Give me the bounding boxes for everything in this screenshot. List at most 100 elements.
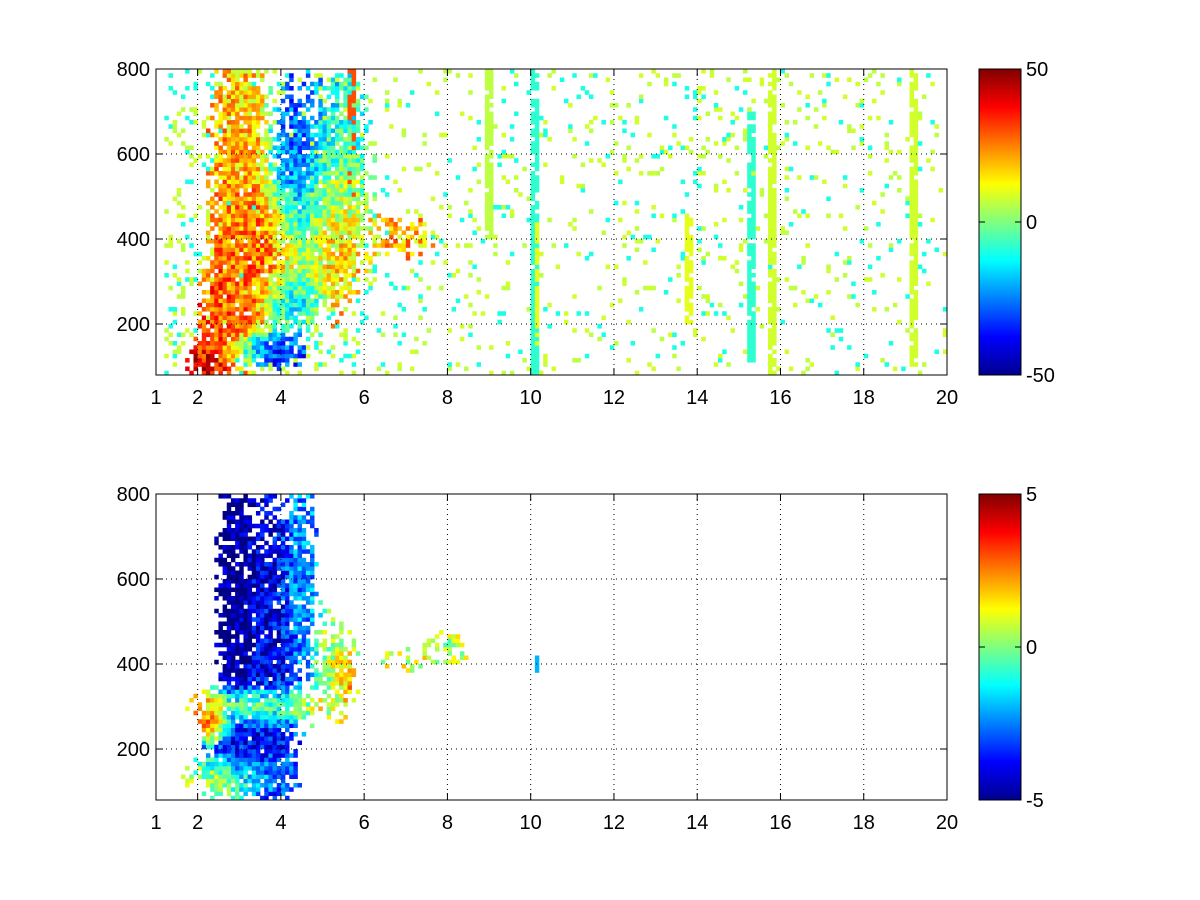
heatmap-cell — [226, 774, 232, 780]
heatmap-cell — [909, 103, 914, 108]
heatmap-cell — [251, 345, 257, 350]
heatmap-cell — [484, 217, 490, 223]
heatmap-cell — [276, 336, 282, 342]
heatmap-cell — [784, 349, 790, 355]
heatmap-cell — [251, 141, 257, 146]
heatmap-cell — [335, 103, 340, 108]
heatmap-cell — [264, 676, 269, 682]
heatmap-cell — [759, 188, 765, 193]
heatmap-cell — [230, 515, 236, 520]
heatmap-cell — [330, 137, 336, 142]
heatmap-cell — [934, 349, 939, 355]
heatmap-cell — [222, 260, 228, 265]
heatmap-cell — [305, 298, 311, 304]
heatmap-cell — [218, 162, 223, 168]
heatmap-cell — [230, 362, 236, 367]
heatmap-cell — [301, 302, 307, 308]
heatmap-cell — [455, 268, 461, 274]
x-tick-label: 10 — [520, 387, 542, 409]
heatmap-cell — [189, 217, 194, 223]
heatmap-cell — [280, 230, 286, 236]
heatmap-cell — [214, 723, 219, 729]
heatmap-cell — [222, 685, 228, 690]
heatmap-cell — [751, 298, 756, 304]
heatmap-cell — [301, 281, 307, 287]
heatmap-cell — [251, 702, 257, 707]
heatmap-cell — [826, 196, 831, 202]
heatmap-cell — [226, 341, 232, 346]
heatmap-cell — [226, 740, 232, 746]
heatmap-cell — [301, 188, 307, 193]
heatmap-cell — [243, 285, 248, 291]
heatmap-cell — [210, 698, 215, 703]
heatmap-cell — [260, 587, 265, 593]
heatmap-cell — [251, 341, 257, 346]
heatmap-cell — [534, 137, 540, 142]
heatmap-cell — [897, 319, 902, 325]
heatmap-cell — [210, 205, 215, 210]
heatmap-cell — [293, 732, 298, 737]
heatmap-cell — [314, 247, 319, 253]
heatmap-cell — [230, 744, 236, 750]
heatmap-cell — [264, 349, 269, 355]
heatmap-cell — [534, 302, 540, 308]
heatmap-cell — [226, 290, 232, 295]
heatmap-cell — [260, 600, 265, 605]
heatmap-cell — [942, 332, 948, 338]
heatmap-cell — [222, 349, 228, 355]
heatmap-cell — [218, 783, 223, 788]
heatmap-cell — [268, 545, 273, 550]
heatmap-cell — [214, 328, 219, 333]
heatmap-cell — [218, 613, 223, 618]
heatmap-cell — [326, 188, 332, 193]
heatmap-cell — [264, 638, 269, 644]
heatmap-cell — [280, 625, 286, 631]
heatmap-cell — [718, 115, 723, 121]
heatmap-cell — [293, 294, 298, 299]
heatmap-cell — [347, 260, 352, 265]
heatmap-cell — [255, 549, 261, 554]
heatmap-cell — [863, 353, 869, 359]
heatmap-cell — [268, 778, 273, 784]
heatmap-cell — [297, 226, 303, 231]
heatmap-cell — [747, 285, 752, 291]
heatmap-cell — [239, 689, 244, 695]
heatmap-cell — [859, 137, 865, 142]
heatmap-cell — [222, 273, 228, 278]
heatmap-cell — [251, 90, 257, 95]
heatmap-cell — [251, 217, 257, 223]
heatmap-cell — [913, 124, 919, 129]
heatmap-cell — [235, 341, 240, 346]
heatmap-cell — [218, 171, 223, 176]
heatmap-cell — [289, 613, 294, 618]
heatmap-cell — [251, 744, 257, 750]
heatmap-cell — [235, 81, 240, 87]
heatmap-cell — [243, 783, 248, 788]
heatmap-cell — [913, 273, 919, 278]
heatmap-cell — [205, 222, 211, 227]
heatmap-cell — [260, 668, 265, 673]
heatmap-cell — [239, 324, 244, 329]
heatmap-cell — [297, 179, 303, 185]
heatmap-cell — [180, 222, 186, 227]
heatmap-cell — [239, 205, 244, 210]
heatmap-cell — [239, 234, 244, 240]
heatmap-cell — [472, 311, 477, 316]
heatmap-cell — [339, 311, 344, 316]
heatmap-cell — [272, 345, 278, 350]
heatmap-cell — [251, 736, 257, 741]
heatmap-cell — [384, 230, 390, 236]
heatmap-cell — [243, 120, 248, 125]
heatmap-cell — [297, 549, 303, 554]
heatmap-cell — [285, 566, 290, 571]
heatmap-cell — [264, 511, 269, 516]
heatmap-cell — [285, 740, 290, 746]
heatmap-cell — [268, 749, 273, 754]
heatmap-cell — [359, 111, 365, 117]
heatmap-cell — [230, 107, 236, 112]
heatmap-cell — [276, 209, 282, 214]
heatmap-cell — [289, 298, 294, 304]
heatmap-cell — [339, 226, 344, 231]
heatmap-cell — [222, 132, 228, 138]
heatmap-cell — [280, 621, 286, 627]
